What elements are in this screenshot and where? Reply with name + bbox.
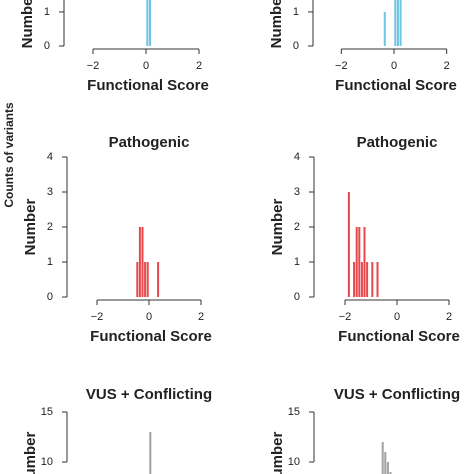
x-tick-label: −2 [87,60,100,72]
y-axis-label: Number [19,0,36,48]
x-tick-label: −2 [91,311,104,323]
bar [376,262,379,297]
bar [146,262,149,297]
y-axis-label: Number [22,432,39,474]
bar [383,11,386,46]
y-tick-label: 0 [294,291,300,303]
bar [371,262,374,297]
bar [384,452,387,474]
panel: 10 15 Number VUS + Conflicting [22,386,212,474]
bar [386,462,389,474]
y-axis-label: Number [269,199,286,256]
bar [358,227,361,297]
bar [389,472,392,474]
y-tick-label: 3 [47,186,53,198]
x-axis-label: Functional Score [338,328,460,345]
y-axis-label: Number [269,432,286,474]
y-tick-label: 0 [293,40,299,52]
panel: 0 1 2 3 4 Number −2 0 2 Functional Score Pathogeni… [269,134,460,345]
x-tick-label: −2 [339,311,352,323]
x-axis-label: Functional Score [87,77,209,94]
y-tick-label: 10 [41,456,53,468]
y-tick-label: 3 [294,186,300,198]
bar [141,227,144,297]
bar [148,0,151,46]
chart-title: VUS + Conflicting [86,386,212,403]
bar [399,0,402,46]
bar [396,0,399,46]
y-tick-label: 4 [294,151,300,163]
chart-title: Pathogenic [357,134,438,151]
bar [138,227,141,297]
x-tick-label: 2 [198,311,204,323]
panel: 0 1 Number −2 0 2 Functional Score [268,0,457,94]
bar [136,262,139,297]
bar [353,262,356,297]
panel: 0 1 Number −2 0 2 Functional Score [19,0,209,94]
y-axis-label: Number [22,199,39,256]
y-tick-label: 10 [288,456,300,468]
x-tick-label: 0 [143,60,149,72]
y-axis-label: Number [268,0,285,48]
x-tick-label: 2 [444,60,450,72]
y-tick-label: 1 [44,6,50,18]
y-tick-label: 2 [47,221,53,233]
bar [381,442,384,474]
bar [394,0,397,46]
x-tick-label: 0 [391,60,397,72]
bar [347,192,350,297]
bar [149,432,152,474]
y-tick-label: 1 [293,6,299,18]
bar [144,262,147,297]
figure-label: Counts of variants [2,102,16,208]
y-tick-label: 4 [47,151,53,163]
x-tick-label: −2 [335,60,348,72]
y-tick-label: 2 [294,221,300,233]
x-tick-label: 2 [446,311,452,323]
x-tick-label: 2 [196,60,202,72]
bar [355,227,358,297]
x-tick-label: 0 [394,311,400,323]
chart-title: Pathogenic [109,134,190,151]
y-tick-label: 15 [41,406,53,418]
x-axis-label: Functional Score [90,328,212,345]
y-tick-label: 15 [288,406,300,418]
panel: 0 1 2 3 4 Number −2 0 2 Functional Score Pathogeni… [22,134,212,345]
x-tick-label: 0 [146,311,152,323]
chart-title: VUS + Conflicting [334,386,460,403]
y-tick-label: 1 [294,256,300,268]
y-tick-label: 1 [47,256,53,268]
bar [366,262,369,297]
y-tick-label: 0 [47,291,53,303]
bar [363,227,366,297]
x-axis-label: Functional Score [335,77,457,94]
panel: 10 15 Number VUS + Conflicting [269,386,460,474]
bar [146,0,149,46]
y-tick-label: 0 [44,40,50,52]
bar [360,262,363,297]
bar [157,262,160,297]
